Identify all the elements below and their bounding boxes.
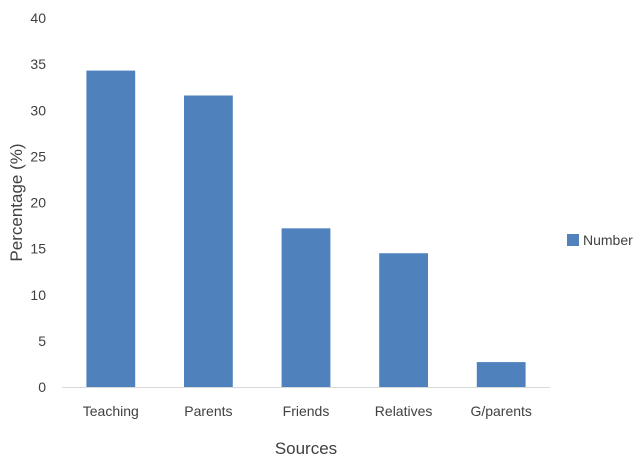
y-tick-label: 35: [30, 56, 46, 72]
y-tick-label: 20: [30, 195, 46, 211]
bar-g-parents: [476, 362, 526, 387]
x-tick-label: Teaching: [83, 403, 139, 419]
bar-parents: [184, 95, 233, 388]
y-tick-label: 10: [30, 287, 46, 303]
y-axis-ticks: 0 5 10 15 20 25 30 35 40: [30, 10, 46, 395]
y-tick-label: 15: [30, 241, 46, 257]
x-tick-label: G/parents: [470, 403, 531, 419]
x-tick-label: Relatives: [375, 403, 433, 419]
y-tick-label: 25: [30, 148, 46, 164]
y-tick-label: 5: [38, 333, 46, 349]
x-tick-label: Friends: [283, 403, 330, 419]
x-tick-label: Parents: [184, 403, 232, 419]
bar-relatives: [379, 253, 428, 387]
y-tick-label: 30: [30, 102, 46, 118]
bar-teaching: [86, 70, 136, 388]
bar-friends: [281, 228, 331, 387]
bars: [86, 70, 526, 388]
x-axis-title: Sources: [275, 439, 337, 458]
legend: Number: [567, 232, 633, 248]
y-tick-label: 40: [30, 10, 46, 26]
legend-label: Number: [583, 232, 633, 248]
y-tick-label: 0: [38, 379, 46, 395]
x-axis-ticks: Teaching Parents Friends Relatives G/parents: [83, 403, 532, 419]
y-axis-title: Percentage (%): [7, 143, 26, 261]
legend-swatch: [567, 234, 579, 246]
